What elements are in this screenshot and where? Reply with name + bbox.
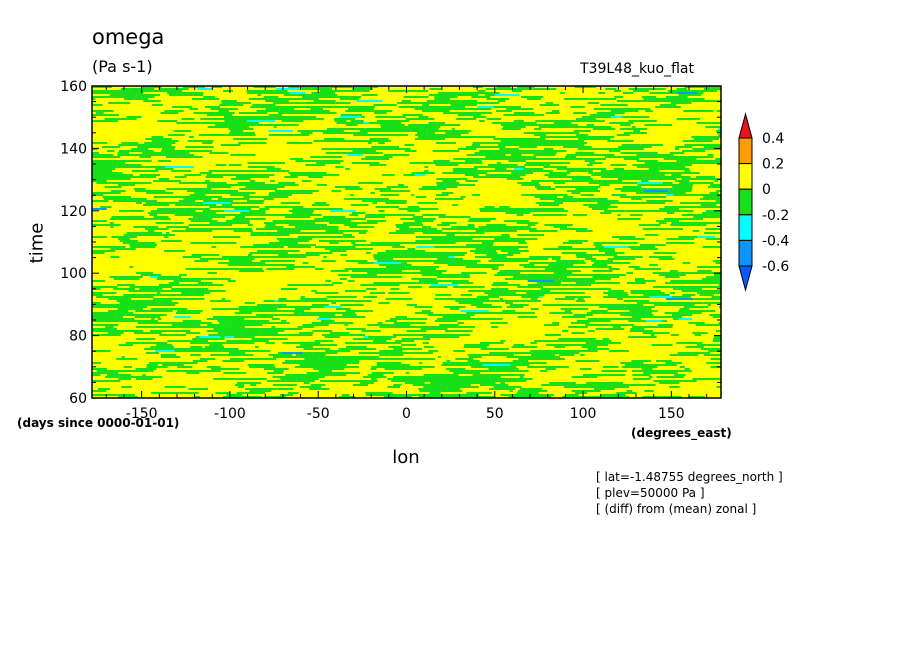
- colorbar-segment: [738, 239, 753, 267]
- colorbar-segment: [738, 137, 753, 165]
- colorbar-extend-bottom: [738, 265, 753, 292]
- chart-title: omega: [92, 25, 165, 49]
- colorbar-label: -0.6: [762, 259, 789, 275]
- colorbar-label: -0.2: [762, 208, 789, 224]
- colorbar-label: 0: [762, 182, 771, 198]
- colorbar-label: 0.4: [762, 131, 784, 147]
- colorbar-segment: [738, 214, 753, 241]
- y-tick-label: 120: [60, 204, 87, 220]
- y-tick-label: 160: [60, 79, 87, 95]
- run-label: T39L48_kuo_flat: [580, 61, 694, 77]
- x-tick-label: -50: [307, 406, 330, 422]
- colorbar-label: 0.2: [762, 157, 784, 173]
- annotation-lat: [ lat=-1.48755 degrees_north ]: [596, 470, 783, 484]
- y-axis: 60 80 100 120 140 160: [60, 79, 721, 407]
- colorbar: 0.4 0.2 0 -0.2 -0.4 -0.6: [738, 112, 789, 292]
- x-tick-label: -150: [126, 406, 158, 422]
- x-tick-label: 150: [658, 406, 685, 422]
- annotation-diff: [ (diff) from (mean) zonal ]: [596, 502, 757, 516]
- y-tick-label: 80: [69, 329, 87, 345]
- y-tick-label: 100: [60, 266, 87, 282]
- y-tick-label: 140: [60, 141, 87, 157]
- y-axis-units: (days since 0000-01-01): [17, 416, 180, 430]
- x-tick-label: 50: [486, 406, 504, 422]
- x-axis-units: (degrees_east): [631, 426, 732, 440]
- x-tick-label: 0: [402, 406, 411, 422]
- x-axis: -150 -100 -50 0 50 100 150: [105, 86, 708, 422]
- y-axis-label: time: [26, 222, 48, 264]
- y-tick-label: 60: [69, 391, 87, 407]
- colorbar-label: -0.4: [762, 233, 789, 249]
- heatmap-field: [92, 86, 721, 398]
- x-axis-label: lon: [392, 447, 420, 468]
- chart-units: (Pa s-1): [92, 57, 153, 76]
- colorbar-segment: [738, 188, 753, 216]
- x-tick-label: 100: [570, 406, 597, 422]
- x-tick-label: -100: [214, 406, 246, 422]
- annotation-plev: [ plev=50000 Pa ]: [596, 486, 705, 500]
- colorbar-extend-top: [738, 112, 753, 139]
- colorbar-segment: [738, 163, 753, 190]
